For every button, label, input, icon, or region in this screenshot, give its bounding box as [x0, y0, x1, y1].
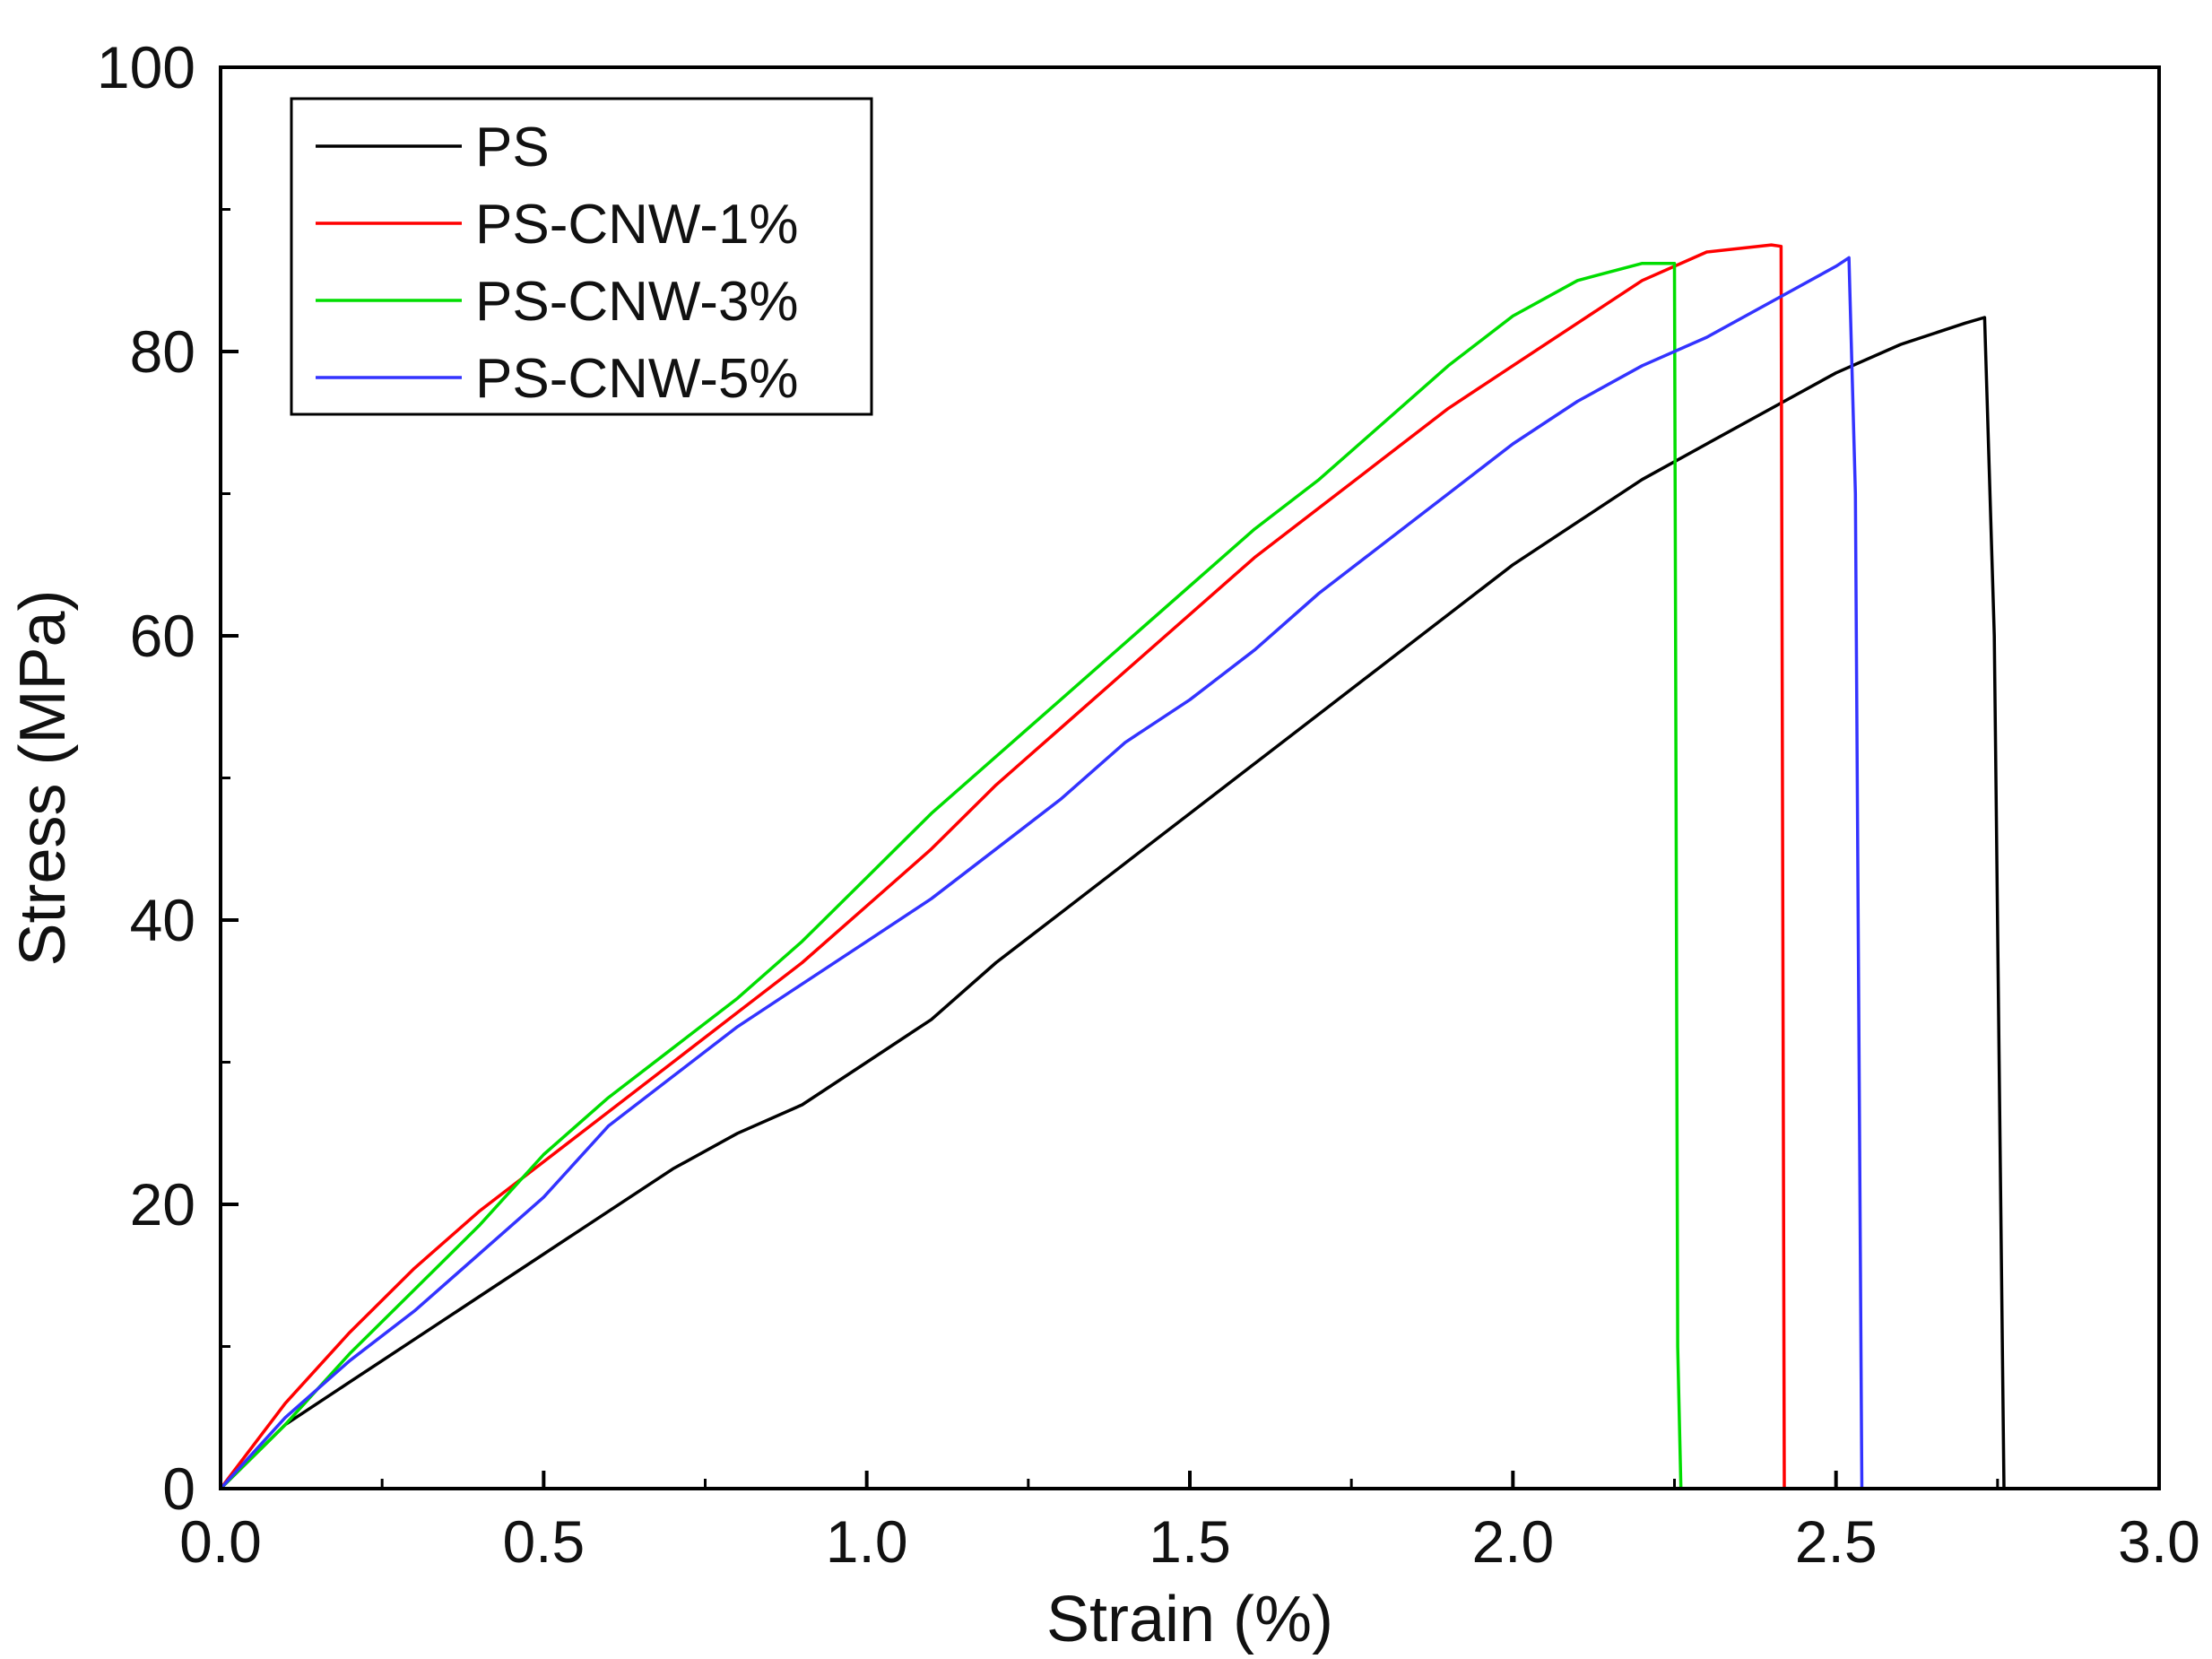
series-line-0 [219, 316, 2006, 1490]
y-tick-label: 80 [130, 318, 195, 385]
x-tick-label: 0.0 [179, 1508, 262, 1575]
x-tick-label: 2.0 [1471, 1508, 1554, 1575]
legend: PS PS-CNW-1% PS-CNW-3% PS-CNW-5% [290, 97, 873, 416]
x-tick-label: 0.5 [502, 1508, 585, 1575]
legend-label-2: PS-CNW-3% [475, 271, 799, 333]
legend-label-1: PS-CNW-1% [475, 194, 799, 256]
y-tick-label: 0 [162, 1455, 195, 1522]
series-layer [219, 243, 2006, 1490]
y-tick-label: 100 [97, 34, 195, 100]
x-tick-label: 2.5 [1795, 1508, 1878, 1575]
x-tick-label: 1.5 [1149, 1508, 1231, 1575]
x-axis-title: Strain (%) [1046, 1584, 1333, 1655]
y-tick-label: 20 [130, 1171, 195, 1238]
y-tick-label: 60 [130, 603, 195, 669]
x-tick-label: 3.0 [2118, 1508, 2200, 1575]
legend-label-3: PS-CNW-5% [475, 348, 799, 410]
legend-label-0: PS [475, 117, 550, 178]
y-axis-title: Stress (MPa) [7, 589, 79, 966]
x-tick-labels: 0.0 0.5 1.0 1.5 2.0 2.5 3.0 [179, 1508, 2200, 1575]
series-line-3 [219, 256, 1864, 1490]
series-line-1 [219, 243, 1786, 1490]
x-tick-label: 1.0 [826, 1508, 908, 1575]
legend-box [290, 97, 873, 416]
axis-ticks [219, 65, 2161, 1490]
y-tick-labels: 0 20 40 60 80 100 [97, 34, 195, 1522]
y-tick-label: 40 [130, 887, 195, 953]
series-line-2 [219, 261, 1683, 1490]
